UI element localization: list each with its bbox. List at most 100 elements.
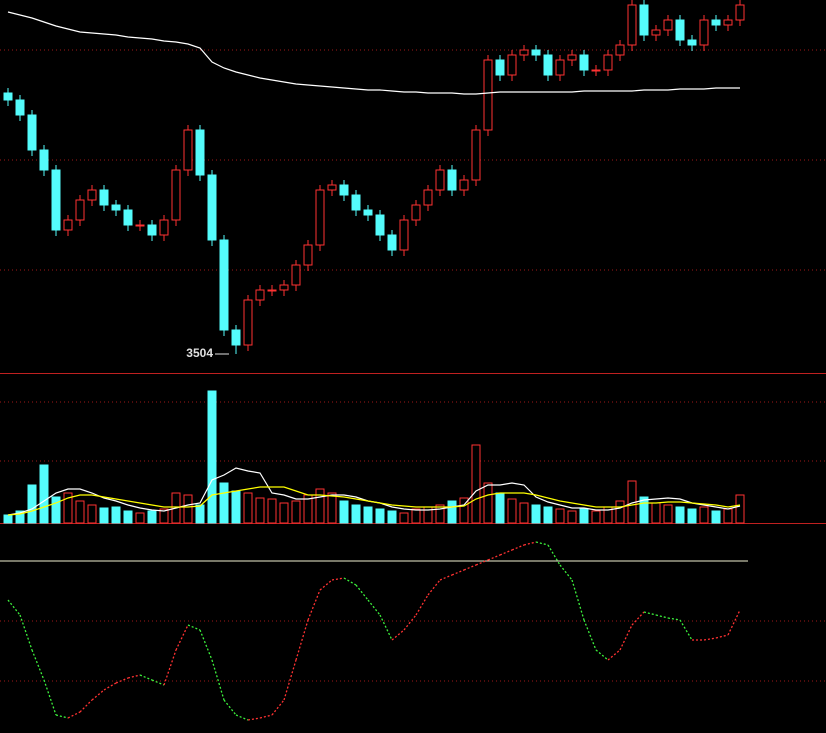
- candle-body: [507, 54, 517, 76]
- indicator-segment: [487, 554, 501, 561]
- indicator-segment: [727, 609, 741, 636]
- candle-body: [423, 189, 433, 206]
- candle-body: [447, 169, 457, 191]
- indicator-segment: [595, 649, 609, 661]
- candle-body: [699, 19, 709, 46]
- indicator-segment: [283, 659, 297, 701]
- candle-body: [147, 224, 157, 236]
- volume-bar: [231, 490, 241, 524]
- volume-bar: [699, 506, 709, 524]
- volume-bar: [555, 508, 565, 524]
- volume-bar: [591, 510, 601, 524]
- volume-bar: [75, 500, 85, 524]
- candle-body: [591, 69, 601, 72]
- candle-body: [519, 49, 529, 56]
- candle-body: [75, 199, 85, 221]
- candle-body: [435, 169, 445, 191]
- candle-body: [63, 219, 73, 231]
- volume-bar: [375, 508, 385, 524]
- volume-bar: [195, 504, 205, 524]
- candle-body: [411, 204, 421, 221]
- volume-bar: [519, 502, 529, 524]
- candle-body: [195, 129, 205, 176]
- candle-body: [87, 189, 97, 201]
- indicator-segment: [79, 699, 93, 713]
- candle-body: [99, 189, 109, 206]
- candle-body: [27, 114, 37, 151]
- candle-body: [531, 49, 541, 56]
- candle-body: [39, 149, 49, 171]
- volume-bar: [63, 492, 73, 524]
- indicator-segment: [667, 617, 681, 621]
- indicator-segment: [559, 564, 573, 581]
- candle-body: [567, 54, 577, 61]
- indicator-segment: [355, 584, 369, 601]
- candle-body: [279, 284, 289, 291]
- volume-bar: [579, 508, 589, 524]
- volume-bar: [471, 444, 481, 524]
- volume-bar: [243, 492, 253, 524]
- indicator-segment: [715, 634, 729, 639]
- indicator-segment: [379, 614, 393, 641]
- candle-body: [579, 54, 589, 71]
- volume-bar: [339, 500, 349, 524]
- candle-body: [327, 184, 337, 191]
- volume-bar: [663, 504, 673, 524]
- candle-body: [687, 39, 697, 46]
- indicator-segment: [199, 629, 213, 661]
- indicator-segment: [271, 699, 285, 716]
- candle-body: [207, 174, 217, 241]
- indicator-segment: [535, 541, 549, 546]
- volume-bar: [507, 498, 517, 524]
- volume-bar: [723, 508, 733, 524]
- candle-body: [615, 44, 625, 56]
- volume-average: [7, 486, 741, 516]
- indicator-segment: [499, 549, 513, 556]
- volume-bar: [411, 508, 421, 524]
- volume-bar: [711, 510, 721, 524]
- indicator-segment: [583, 619, 597, 651]
- indicator-segment: [67, 711, 81, 719]
- indicator-segment: [127, 674, 141, 679]
- volume-bar: [387, 510, 397, 524]
- volume-bar: [147, 510, 157, 524]
- candle-body: [627, 4, 637, 46]
- candle-body: [387, 234, 397, 251]
- candle-body: [459, 179, 469, 191]
- indicator-segment: [151, 679, 165, 686]
- indicator-segment: [295, 619, 309, 661]
- indicator-segment: [211, 659, 225, 701]
- candle-body: [495, 59, 505, 76]
- volume-bar: [135, 512, 145, 524]
- volume-bar: [279, 502, 289, 524]
- candle-body: [315, 189, 325, 246]
- volume-bar: [51, 496, 61, 524]
- volume-bar: [351, 504, 361, 524]
- candle-body: [603, 54, 613, 71]
- candle-body: [651, 29, 661, 36]
- indicator-segment: [655, 614, 669, 619]
- volume-bar: [3, 514, 13, 524]
- volume-bar: [27, 484, 37, 524]
- volume-bar: [495, 492, 505, 524]
- volume-bar: [159, 508, 169, 524]
- candle-body: [135, 224, 145, 227]
- indicator-segment: [451, 569, 465, 576]
- indicator-segment: [115, 677, 129, 684]
- candle-body: [483, 59, 493, 131]
- indicator-segment: [91, 689, 105, 701]
- candle-body: [171, 169, 181, 221]
- indicator-segment: [103, 682, 117, 691]
- volume-bar: [123, 510, 133, 524]
- indicator-segment: [427, 579, 441, 596]
- indicator-segment: [175, 624, 189, 651]
- volume-bar: [39, 464, 49, 524]
- indicator-segment: [19, 614, 33, 651]
- moving-average: [7, 11, 740, 95]
- volume-bar: [267, 498, 277, 524]
- candle-body: [123, 209, 133, 226]
- volume-bar: [99, 507, 109, 524]
- volume-bar: [459, 497, 469, 524]
- candle-body: [399, 219, 409, 251]
- volume-bar: [363, 506, 373, 524]
